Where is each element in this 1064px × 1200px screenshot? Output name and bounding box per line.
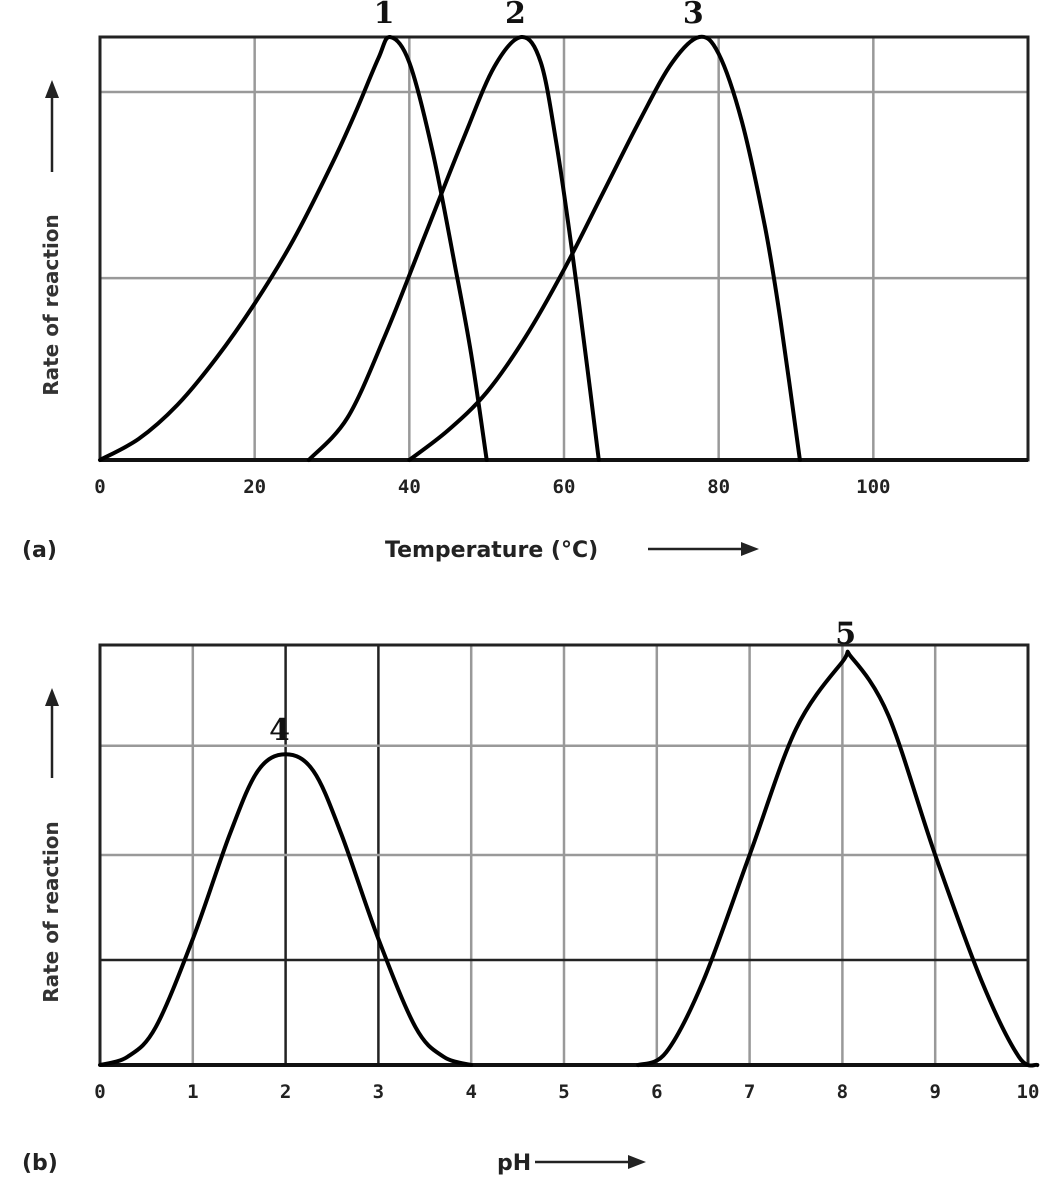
x-axis-label: pH — [497, 1151, 531, 1176]
x-axis-arrow-head — [741, 542, 759, 556]
x-tick-label: 1 — [187, 1081, 198, 1103]
curve-label-4: 4 — [269, 713, 290, 748]
y-axis-arrow-head — [45, 688, 59, 706]
curve-label-3: 3 — [683, 0, 704, 31]
x-tick-label: 100 — [856, 476, 890, 498]
panel-a-temperature-chart: 0 20 40 60 80 100 1 2 3 (a) Temperature (°C) Rate o… — [22, 0, 1030, 563]
x-tick-label: 40 — [398, 476, 421, 498]
x-tick-label: 0 — [94, 476, 105, 498]
x-axis-arrow-head — [628, 1155, 646, 1169]
x-tick-label: 2 — [280, 1081, 291, 1103]
panel-b-ph-chart: 0 1 2 3 4 5 6 7 8 9 10 4 5 (b) pH Rate of reaction — [22, 617, 1039, 1176]
curve-label-1: 1 — [374, 0, 395, 31]
curve-5 — [636, 649, 1040, 1068]
x-tick-label: 7 — [744, 1081, 755, 1103]
y-axis-label: Rate of reaction — [39, 214, 63, 396]
x-tick-label: 6 — [651, 1081, 662, 1103]
x-tick-label: 80 — [707, 476, 730, 498]
x-tick-label: 60 — [553, 476, 576, 498]
x-tick-label: 4 — [465, 1081, 476, 1103]
x-tick-label: 20 — [243, 476, 266, 498]
panel-label: (a) — [22, 538, 57, 563]
x-tick-label: 3 — [373, 1081, 384, 1103]
curve-2 — [306, 35, 601, 462]
panel-label: (b) — [22, 1151, 58, 1176]
curve-3 — [407, 34, 802, 462]
x-tick-label: 10 — [1017, 1081, 1040, 1103]
x-tick-label: 5 — [558, 1081, 569, 1103]
curve-4 — [98, 752, 474, 1067]
y-axis-arrow-head — [45, 80, 59, 98]
x-tick-label: 8 — [837, 1081, 848, 1103]
curve-1 — [98, 35, 489, 462]
y-axis-label: Rate of reaction — [39, 821, 63, 1003]
curve-label-5: 5 — [835, 617, 856, 652]
x-tick-label: 9 — [929, 1081, 940, 1103]
curve-label-2: 2 — [505, 0, 526, 31]
x-tick-label: 0 — [94, 1081, 105, 1103]
x-axis-label: Temperature (°C) — [385, 538, 598, 563]
